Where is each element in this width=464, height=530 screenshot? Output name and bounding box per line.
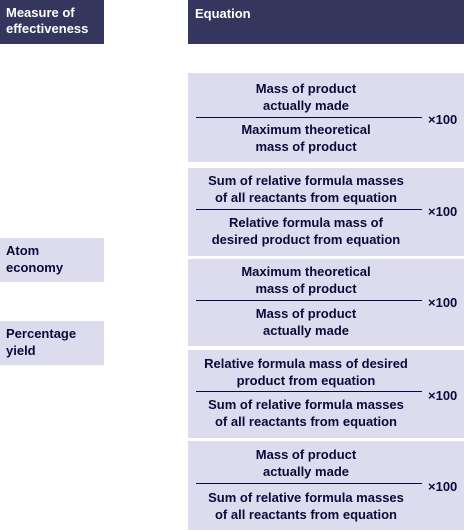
denominator-line: Maximum theoretical: [241, 122, 371, 137]
fraction-bar: [196, 209, 422, 210]
equation-denominator: Mass of product actually made: [188, 305, 424, 339]
fraction-bar: [196, 483, 422, 484]
equation-denominator: Relative formula mass of desired product…: [188, 214, 424, 248]
multiplier: ×100: [428, 479, 458, 494]
measure-label-line-2: yield: [6, 343, 36, 358]
numerator-line: product from equation: [236, 373, 376, 388]
fraction-bar: [196, 117, 422, 118]
measure-header-line-1: Measure of: [6, 5, 75, 20]
equation-option-3[interactable]: Maximum theoretical mass of product Mass…: [188, 259, 464, 346]
measure-header-line-2: effectiveness: [6, 21, 89, 36]
measure-percentage-yield[interactable]: Percentage yield: [0, 321, 104, 365]
numerator-line: Maximum theoretical: [241, 264, 371, 279]
numerator-line: actually made: [263, 98, 349, 113]
equation-numerator: Sum of relative formula masses of all re…: [188, 172, 424, 206]
measure-atom-economy[interactable]: Atom economy: [0, 238, 104, 282]
equation-denominator: Sum of relative formula masses of all re…: [188, 396, 424, 430]
measure-label-line-1: Percentage: [6, 326, 77, 341]
denominator-line: Relative formula mass of: [229, 215, 383, 230]
equation-denominator: Sum of relative formula masses of all re…: [188, 489, 424, 523]
equation-header-label: Equation: [195, 6, 251, 21]
numerator-line: Mass of product: [255, 447, 357, 462]
measure-label-line-2: economy: [6, 260, 64, 275]
fraction-bar: [196, 300, 422, 301]
denominator-line: of all reactants from equation: [214, 414, 398, 429]
multiplier: ×100: [428, 112, 458, 127]
numerator-line: Sum of relative formula masses: [208, 173, 404, 188]
denominator-line: of all reactants from equation: [214, 507, 398, 522]
numerator-line: Relative formula mass of desired: [204, 356, 408, 371]
equation-option-1[interactable]: Mass of product actually made Maximum th…: [188, 73, 464, 162]
fraction-bar: [196, 391, 422, 392]
equation-option-2[interactable]: Sum of relative formula masses of all re…: [188, 168, 464, 256]
numerator-line: actually made: [263, 464, 349, 479]
measure-label-line-1: Atom: [6, 243, 40, 258]
numerator-line: of all reactants from equation: [214, 190, 398, 205]
numerator-line: mass of product: [255, 281, 357, 296]
equation-column-header: Equation: [188, 0, 464, 44]
equation-denominator: Maximum theoretical mass of product: [188, 121, 424, 155]
numerator-line: Mass of product: [255, 81, 357, 96]
denominator-line: Mass of product: [255, 306, 357, 321]
equation-numerator: Mass of product actually made: [188, 80, 424, 114]
denominator-line: actually made: [263, 323, 349, 338]
multiplier: ×100: [428, 295, 458, 310]
measure-column-header: Measure of effectiveness: [0, 0, 104, 44]
denominator-line: mass of product: [255, 139, 357, 154]
equation-numerator: Relative formula mass of desired product…: [188, 355, 424, 389]
denominator-line: desired product from equation: [211, 232, 401, 247]
denominator-line: Sum of relative formula masses: [208, 397, 404, 412]
equation-numerator: Mass of product actually made: [188, 446, 424, 480]
denominator-line: Sum of relative formula masses: [208, 490, 404, 505]
equation-option-4[interactable]: Relative formula mass of desired product…: [188, 350, 464, 438]
multiplier: ×100: [428, 204, 458, 219]
equation-option-5[interactable]: Mass of product actually made Sum of rel…: [188, 441, 464, 530]
equation-numerator: Maximum theoretical mass of product: [188, 263, 424, 297]
multiplier: ×100: [428, 388, 458, 403]
